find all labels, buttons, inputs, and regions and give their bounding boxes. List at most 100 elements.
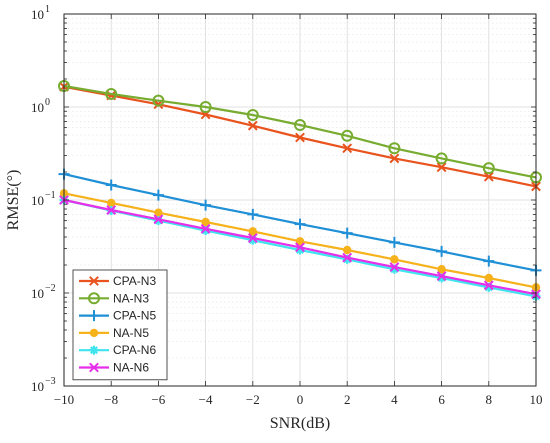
data-point: [483, 171, 494, 182]
y-tick-label: 10: [31, 7, 44, 22]
data-point: [482, 162, 495, 175]
series-layer: [58, 80, 542, 301]
data-point: [200, 199, 212, 211]
data-point: [295, 132, 305, 143]
data-point: [105, 179, 117, 191]
x-tick-label: −2: [246, 392, 260, 407]
x-tick-label: −4: [199, 392, 213, 407]
data-point: [294, 119, 306, 132]
x-tick-labels: −10 −8 −6 −4 −2 0 2 4 6 8 10: [54, 392, 543, 407]
legend-label: NA-N5: [113, 326, 149, 340]
data-point: [248, 227, 257, 236]
y-tick-label-exp: −2: [45, 283, 56, 294]
data-point: [199, 101, 212, 113]
legend-label: CPA-N5: [113, 309, 156, 323]
data-point: [437, 273, 447, 283]
x-tick-label: 8: [486, 392, 493, 407]
data-point: [201, 225, 211, 235]
legend-item: NA-N5: [79, 326, 149, 340]
data-point: [341, 227, 353, 239]
data-point: [435, 152, 448, 165]
y-tick-label-base: 10: [31, 379, 44, 394]
data-point: [436, 245, 448, 257]
y-tick-label-exp: 1: [45, 4, 50, 15]
y-tick-label-exp: −3: [45, 376, 56, 387]
data-point: [389, 264, 399, 274]
legend-swatch-marker: [89, 328, 99, 338]
data-point: [105, 87, 118, 100]
data-point: [153, 214, 164, 225]
data-point: [200, 223, 211, 234]
data-point: [295, 242, 305, 253]
data-point: [484, 273, 493, 283]
y-tick-label-base: 10: [31, 286, 44, 301]
data-point: [437, 265, 446, 274]
data-point: [246, 109, 259, 122]
legend-label: CPA-N6: [113, 343, 156, 357]
y-tick-label-base: 10: [31, 193, 44, 208]
x-tick-label: −10: [54, 392, 74, 407]
legend-item: CPA-N3: [79, 274, 156, 288]
legend-label: NA-N6: [113, 361, 149, 375]
legend-swatch-marker: [89, 362, 99, 373]
x-tick-label: 2: [344, 392, 351, 407]
data-point: [107, 198, 116, 208]
x-tick-label: 10: [530, 392, 543, 407]
legend-swatch-marker: [89, 276, 99, 286]
data-point: [484, 282, 494, 292]
y-tick-label-exp: 0: [45, 97, 50, 108]
legend: CPA-N3 NA-N3 CPA-N5 NA-N5 CPA-N6 NA-N6: [72, 269, 168, 381]
data-point: [483, 255, 495, 267]
x-axis-label: SNR(dB): [270, 415, 330, 432]
data-point: [295, 245, 305, 255]
data-point: [294, 218, 306, 230]
x-tick-label: −8: [104, 392, 118, 407]
data-point: [389, 153, 400, 164]
legend-item: CPA-N5: [79, 309, 156, 323]
data-point: [342, 143, 353, 154]
legend-box: [72, 269, 168, 381]
x-tick-label: −6: [151, 392, 165, 407]
data-point: [154, 208, 163, 217]
y-tick-label-base: 10: [31, 7, 44, 22]
legend-item: NA-N3: [79, 291, 149, 305]
x-tick-label: 6: [438, 392, 445, 407]
data-point: [388, 142, 401, 155]
legend-item: NA-N6: [79, 361, 149, 375]
x-tick-label: 4: [391, 392, 398, 407]
y-tick-label-base: 10: [31, 100, 44, 115]
legend-swatch-marker: [89, 345, 99, 355]
data-point: [248, 235, 258, 245]
data-point: [247, 233, 258, 243]
ticks: [63, 14, 537, 387]
data-point: [342, 254, 352, 264]
series-line: [63, 84, 537, 179]
data-point: [247, 120, 258, 131]
legend-label: NA-N3: [113, 291, 149, 305]
y-tick-label: 10: [31, 193, 44, 208]
legend-swatch-marker: [88, 292, 100, 305]
data-point: [201, 217, 210, 227]
series-na-n5: [59, 189, 541, 292]
data-point: [247, 208, 259, 220]
data-point: [343, 245, 352, 255]
data-point: [342, 252, 353, 263]
data-point: [390, 255, 399, 264]
legend-swatch-marker: [88, 310, 100, 322]
data-point: [152, 94, 165, 107]
data-point: [388, 236, 400, 248]
y-tick-label-exp: −1: [45, 190, 56, 201]
data-point: [106, 205, 117, 215]
y-axis-label: RMSE(°): [5, 170, 22, 231]
data-point: [152, 189, 164, 201]
x-tick-label: 0: [297, 392, 304, 407]
data-point: [389, 262, 400, 272]
legend-label: CPA-N3: [113, 274, 156, 288]
data-point: [483, 280, 494, 291]
y-tick-label: 10: [31, 286, 44, 301]
y-tick-label: 10: [31, 100, 44, 115]
data-point: [436, 162, 447, 173]
y-tick-label: 10: [31, 379, 44, 394]
